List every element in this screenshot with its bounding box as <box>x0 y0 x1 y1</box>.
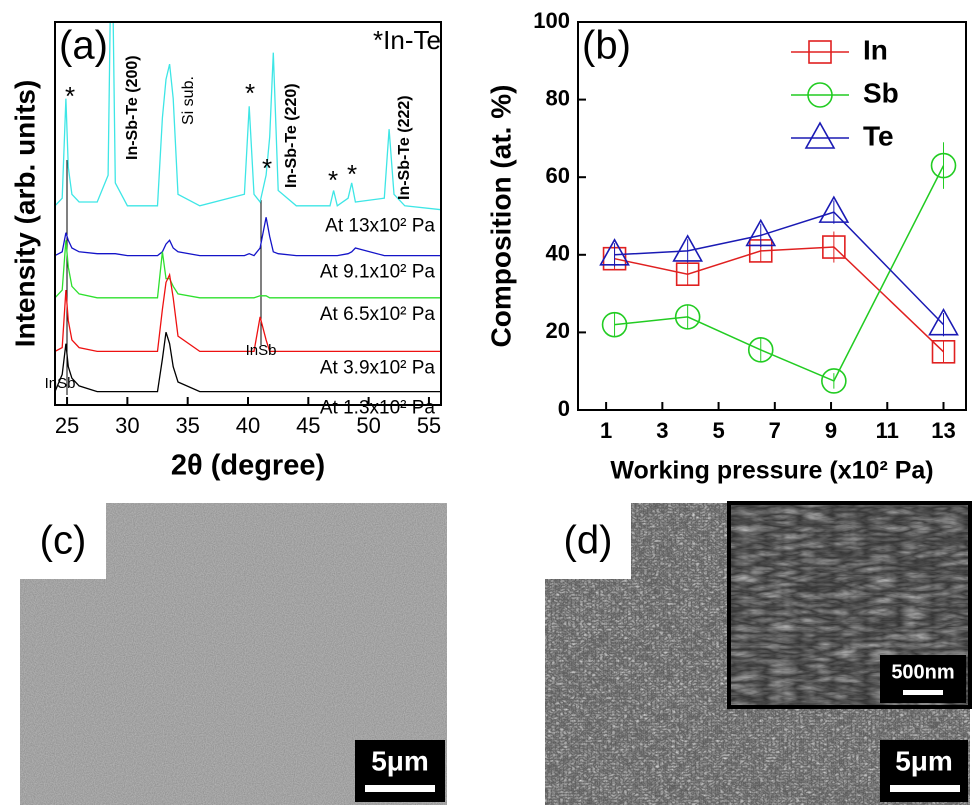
series-line <box>614 211 945 326</box>
y-tick-label: 0 <box>558 396 570 421</box>
marker <box>675 262 700 287</box>
x-tick-label: 3 <box>656 418 668 443</box>
marker <box>674 304 701 330</box>
y-axis-title: Composition (at. %) <box>485 85 516 348</box>
series-line <box>55 272 441 353</box>
annotation: In-Sb-Te (220) <box>283 83 300 188</box>
marker <box>601 311 628 338</box>
x-tick-label: 11 <box>876 418 899 443</box>
marker <box>672 234 704 262</box>
note: *In-Te <box>373 25 441 55</box>
scale-bar <box>365 785 435 792</box>
marker <box>822 235 846 259</box>
annotation: * <box>347 159 357 189</box>
x-tick-label: 55 <box>417 413 441 438</box>
x-tick-label: 13 <box>931 418 955 443</box>
x-tick-label: 7 <box>769 418 781 443</box>
annotation: InSb <box>246 342 277 359</box>
label-box <box>20 503 106 579</box>
annotation: * <box>262 153 272 183</box>
series-label: At 9.1x10² Pa <box>320 262 436 283</box>
marker <box>804 121 836 149</box>
series-line <box>55 240 441 299</box>
x-axis-title: Working pressure (x10² Pa) <box>610 457 933 485</box>
marker <box>745 218 777 247</box>
x-tick-label: 50 <box>356 413 380 438</box>
annotation: * <box>328 165 338 195</box>
marker <box>930 152 957 179</box>
series-line <box>55 217 441 257</box>
legend-label: In <box>863 34 888 65</box>
scale-bar-label: 5μm <box>895 745 953 776</box>
panel-label: (a) <box>59 24 108 68</box>
x-tick-label: 9 <box>825 418 837 443</box>
y-tick-label: 20 <box>546 318 570 343</box>
series-line <box>55 22 441 211</box>
x-tick-label: 45 <box>296 413 320 438</box>
panel-label: (d) <box>564 519 613 563</box>
panel-label: (b) <box>582 24 631 68</box>
series-line <box>55 332 441 393</box>
annotation: * <box>65 81 75 111</box>
annotation: In-Sb-Te (200) <box>124 55 141 160</box>
x-tick-label: 5 <box>712 418 724 443</box>
x-tick-label: 35 <box>175 413 199 438</box>
x-tick-label: 25 <box>55 413 79 438</box>
annotation: Si sub. <box>180 76 197 125</box>
marker <box>747 337 774 363</box>
series-label: At 1.3x10² Pa <box>320 398 436 419</box>
annotation: InSb <box>45 375 76 392</box>
x-tick-label: 1 <box>600 418 612 443</box>
marker <box>821 368 847 394</box>
annotation: * <box>245 78 255 108</box>
x-tick-label: 40 <box>236 413 260 438</box>
marker <box>599 238 630 266</box>
series-label: At 13x10² Pa <box>325 216 435 237</box>
scale-bar <box>903 690 943 695</box>
plot-area <box>599 142 959 394</box>
legend-label: Sb <box>863 77 899 108</box>
legend-label: Te <box>863 120 894 151</box>
marker <box>931 339 956 364</box>
y-tick-label: 80 <box>546 85 570 110</box>
y-tick-label: 60 <box>546 163 570 188</box>
x-axis-title: 2θ (degree) <box>171 450 325 482</box>
panel-label: (c) <box>40 519 87 563</box>
marker <box>808 40 832 64</box>
y-tick-label: 40 <box>546 241 570 266</box>
plot-frame <box>577 21 967 411</box>
scale-bar-label: 5μm <box>371 745 429 776</box>
series-label: At 3.9x10² Pa <box>320 357 436 378</box>
label-box <box>545 503 631 579</box>
scale-bar <box>890 785 960 792</box>
marker <box>807 82 833 108</box>
scale-bar-label: 500nm <box>891 661 954 683</box>
y-axis-title: Intensity (arb. units) <box>9 80 40 348</box>
series-label: At 6.5x10² Pa <box>320 304 436 325</box>
y-tick-label: 100 <box>533 8 570 33</box>
marker <box>928 308 959 336</box>
annotation: In-Sb-Te (222) <box>396 95 413 200</box>
x-tick-label: 30 <box>115 413 139 438</box>
plot-area <box>55 22 441 393</box>
marker <box>818 195 850 223</box>
